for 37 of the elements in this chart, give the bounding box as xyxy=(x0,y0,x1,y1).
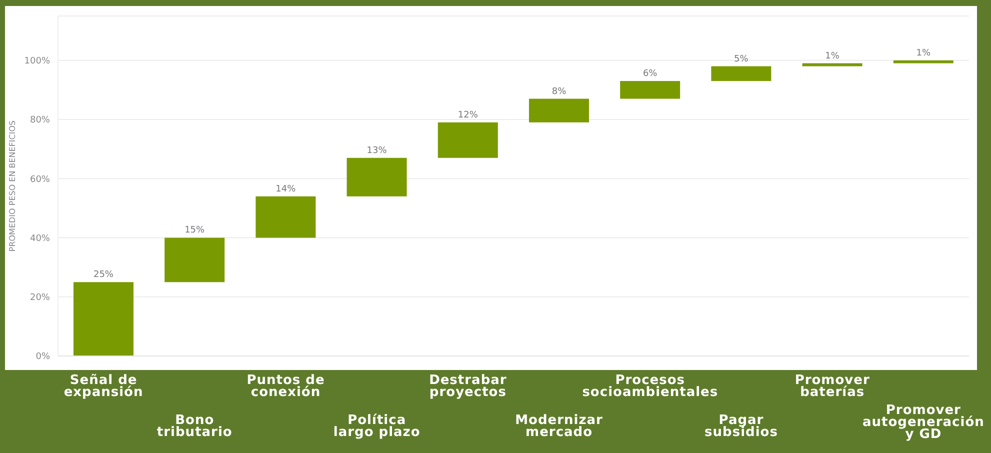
bar xyxy=(164,238,225,282)
x-tick-label: Promover baterías xyxy=(794,373,870,400)
y-tick-label: 80% xyxy=(30,116,50,126)
x-tick-label: Puntos de conexión xyxy=(246,373,325,400)
data-label: 13% xyxy=(366,146,388,156)
x-tick-label: Política largo plazo xyxy=(333,413,420,440)
x-tick-label: Pagar subsidios xyxy=(704,413,778,440)
y-axis-title: PROMEDIO PESO EN BENEFICIOS xyxy=(8,120,17,252)
bar xyxy=(802,63,862,66)
bar xyxy=(711,66,772,82)
data-label: 5% xyxy=(734,54,749,64)
x-tick-label: Señal de expansión xyxy=(64,373,144,400)
y-tick-label: 0% xyxy=(36,352,50,362)
data-label: 8% xyxy=(552,86,567,97)
bar xyxy=(438,122,498,158)
bar xyxy=(620,81,680,99)
x-tick-label: Procesos socioambientales xyxy=(582,373,718,400)
data-label: 14% xyxy=(276,184,296,194)
y-tick-label: 60% xyxy=(30,174,50,185)
bar xyxy=(346,158,407,196)
x-tick-label: Modernizar mercado xyxy=(515,413,604,440)
data-label: 15% xyxy=(184,226,206,236)
x-tick-label: Destrabar proyectos xyxy=(429,373,507,400)
data-label: 12% xyxy=(458,110,478,120)
x-tick-label: Bono tributario xyxy=(156,413,232,440)
x-tick-label: Promover autogeneración y GD xyxy=(862,403,984,442)
data-label: 6% xyxy=(642,69,658,80)
bar xyxy=(893,60,954,64)
y-tick-label: 40% xyxy=(30,234,50,244)
bar xyxy=(73,282,134,356)
bar xyxy=(528,98,589,122)
y-tick-label: 20% xyxy=(30,293,50,304)
bar xyxy=(256,196,316,238)
data-label: 1% xyxy=(825,51,840,62)
y-tick-label: 100% xyxy=(24,56,50,67)
data-label: 1% xyxy=(916,48,931,58)
data-label: 25% xyxy=(93,270,114,280)
